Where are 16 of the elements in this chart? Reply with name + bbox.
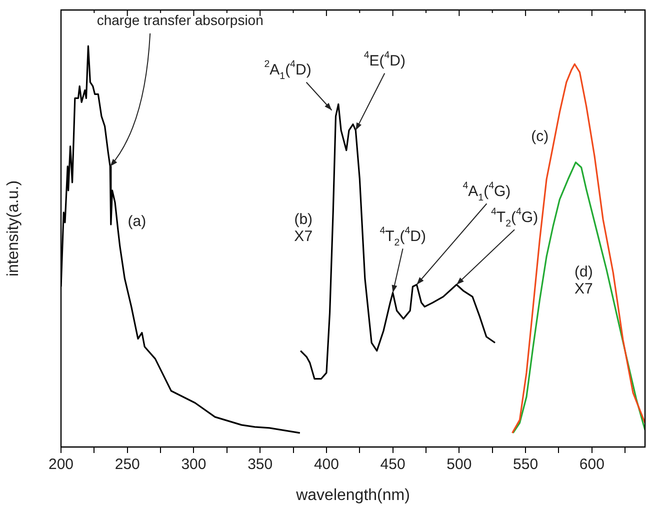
annotation: charge transfer absorpsion	[96, 12, 264, 28]
x-tick-label: 350	[248, 456, 273, 474]
x-tick-label: 500	[446, 456, 472, 474]
x-axis-title: wavelength(nm)	[295, 486, 410, 504]
series-label: (a)	[128, 213, 146, 230]
x-tick-label: 200	[48, 456, 74, 474]
x-tick-label: 450	[380, 456, 406, 474]
y-axis-title: intensity(a.u.)	[5, 180, 22, 277]
series-label: (b) X7	[294, 210, 313, 245]
x-tick-label: 600	[579, 456, 604, 474]
x-tick-label: 550	[513, 456, 538, 474]
x-tick-label: 250	[114, 456, 140, 474]
series-label: (c)	[531, 128, 549, 145]
x-tick-label: 400	[314, 456, 339, 474]
series-label: (d) X7	[574, 263, 593, 298]
x-tick-label: 300	[181, 456, 206, 474]
